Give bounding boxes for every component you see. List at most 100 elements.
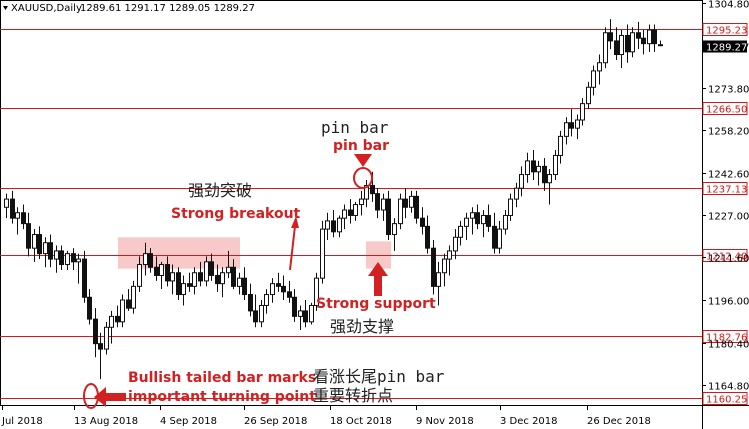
candle-body-down	[403, 198, 408, 208]
level-label-box	[702, 249, 748, 262]
candle-body-up	[619, 34, 624, 56]
candle-body-down	[420, 217, 425, 227]
candle-body-down	[71, 253, 76, 263]
candle	[536, 160, 541, 186]
candle	[87, 289, 92, 325]
tail-label-line2: important turning point	[128, 389, 316, 405]
candle	[237, 272, 242, 295]
candle-body-down	[276, 283, 281, 287]
candle-body-down	[10, 198, 15, 219]
candle-body-up	[458, 225, 463, 238]
candle	[259, 300, 264, 328]
level-label: 1295.23	[706, 26, 747, 37]
tail-label-cn-line2: 重要转折点	[313, 386, 393, 405]
candle-body-down	[492, 225, 497, 249]
candle	[403, 188, 408, 219]
support-label-en: Strong support	[316, 296, 436, 312]
candle-body-down	[154, 266, 159, 276]
candle-body-up	[558, 135, 563, 156]
breakout-label-en: Strong breakout	[171, 206, 301, 222]
y-tick-label: 1273.80	[708, 85, 749, 96]
candle-body-up	[586, 86, 591, 105]
candle	[608, 19, 613, 50]
candle	[170, 264, 175, 295]
candle	[514, 182, 519, 208]
candle	[392, 218, 397, 251]
ohlc-values: 1289.61 1291.17 1289.05 1289.27	[80, 3, 255, 14]
candle-body-up	[353, 204, 358, 216]
candle-body-up	[342, 209, 347, 219]
candle-body-up	[497, 228, 502, 249]
candle	[93, 308, 98, 358]
y-tick-label: 1196.00	[708, 297, 749, 308]
tail-arrow-shaft	[104, 393, 126, 401]
candle-body-up	[143, 253, 148, 266]
candle-body-down	[48, 242, 53, 260]
candle-body-down	[126, 299, 131, 309]
candle-body-down	[242, 277, 247, 296]
candle-body-down	[93, 318, 98, 345]
candle-body-up	[442, 258, 447, 274]
candle-body-up	[104, 326, 109, 350]
candle	[32, 229, 37, 262]
candle	[120, 294, 125, 328]
candle-body-up	[436, 272, 441, 287]
candle	[398, 193, 403, 230]
candle-body-up	[575, 119, 580, 129]
symbol-label: XAUUSD,Daily	[11, 3, 82, 14]
candle-body-up	[170, 272, 175, 282]
candle-body-up	[547, 174, 552, 184]
candle	[309, 302, 314, 325]
current-price-label: 1289.27	[706, 43, 747, 54]
candle-body-down	[98, 343, 103, 350]
candle	[603, 27, 608, 69]
candle-body-up	[237, 277, 242, 287]
candle-body-down	[165, 264, 170, 282]
candle	[59, 245, 64, 270]
support-arrow-head	[368, 262, 388, 276]
candle-body-down	[425, 225, 430, 249]
candle-body-up	[76, 258, 81, 263]
candle	[104, 321, 109, 355]
candle	[4, 193, 9, 219]
candle-body-up	[553, 154, 558, 176]
candle	[658, 40, 663, 47]
y-tick-label: 1164.80	[708, 382, 749, 393]
pin-bar-circle	[353, 167, 373, 189]
candle	[253, 294, 258, 328]
candle	[359, 190, 364, 216]
candle	[564, 117, 569, 145]
candle-body-up	[192, 272, 197, 287]
level-label: 1182.76	[706, 333, 747, 344]
candle-body-up	[514, 187, 519, 200]
candle-body-up	[597, 62, 602, 72]
candle	[298, 305, 303, 330]
breakout-label-cn: 强劲突破	[188, 181, 252, 200]
candle-body-up	[32, 234, 37, 249]
candle-body-down	[625, 34, 630, 53]
candle-body-down	[658, 44, 663, 47]
candle-body-down	[375, 193, 380, 211]
candle	[187, 272, 192, 292]
current-price-box	[703, 40, 747, 53]
candle	[420, 207, 425, 235]
candle	[331, 210, 336, 238]
candle-body-up	[470, 212, 475, 219]
candle	[109, 310, 114, 344]
candle-body-up	[54, 250, 59, 260]
y-tick-label: 1242.60	[708, 170, 749, 181]
level-label-box	[702, 102, 748, 115]
candle	[292, 289, 297, 322]
tail-label-line1: Bullish tailed bar marks	[128, 370, 316, 386]
candle	[464, 212, 469, 240]
level-label: 1160.25	[706, 395, 747, 406]
candle	[82, 250, 87, 303]
candle	[126, 289, 131, 311]
candle	[409, 190, 414, 213]
candle	[281, 275, 286, 300]
candle-body-up	[453, 236, 458, 252]
candle-body-up	[4, 198, 9, 208]
candle	[231, 259, 236, 290]
candle	[542, 158, 547, 191]
